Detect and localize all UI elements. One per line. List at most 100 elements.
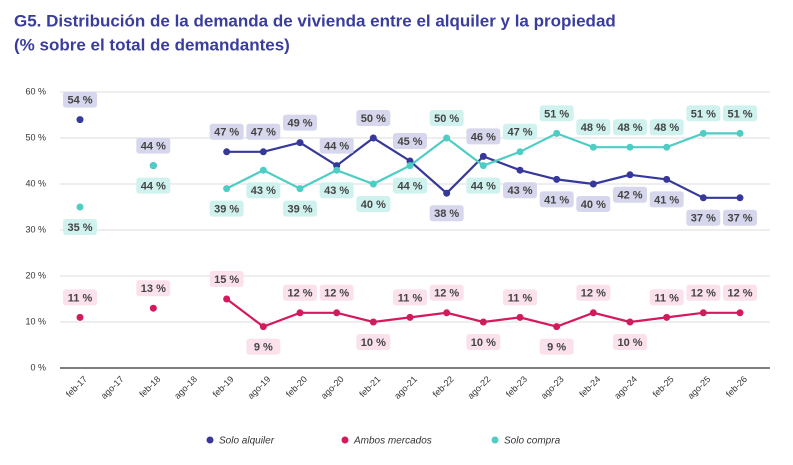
- label-box: [466, 128, 501, 145]
- label-box: [63, 289, 97, 306]
- point: [663, 143, 671, 151]
- point: [223, 148, 231, 156]
- data-label: 48 %: [654, 122, 679, 134]
- point: [626, 318, 634, 326]
- x-tick-label: feb-22: [431, 374, 456, 399]
- data-label: 44 %: [141, 141, 166, 153]
- x-tick-label: feb-24: [577, 374, 602, 399]
- label-box: [686, 284, 721, 301]
- label-box: [723, 209, 757, 226]
- x-tick-label: feb-20: [284, 374, 309, 399]
- label-box: [136, 280, 171, 297]
- data-label: 12 %: [287, 288, 312, 300]
- point: [259, 166, 267, 174]
- label-box: [393, 289, 427, 306]
- legend-label: Ambos mercados: [353, 436, 432, 447]
- data-label: 10 %: [471, 337, 496, 349]
- data-label: 47 %: [507, 127, 532, 139]
- label-box: [429, 284, 464, 301]
- point: [626, 171, 634, 179]
- label-box: [503, 123, 537, 140]
- point: [589, 180, 597, 188]
- point: [333, 309, 341, 317]
- data-label: 47 %: [214, 127, 239, 139]
- label-box: [356, 334, 391, 350]
- data-label: 40 %: [361, 199, 386, 211]
- label-box: [356, 196, 391, 212]
- label-box: [503, 289, 537, 306]
- data-label: 49 %: [287, 118, 312, 130]
- point: [149, 162, 157, 170]
- point: [479, 318, 487, 326]
- data-label: 44 %: [141, 181, 166, 193]
- point: [406, 162, 414, 170]
- point: [369, 180, 377, 188]
- y-tick-label: 20 %: [25, 270, 46, 280]
- x-tick-label: feb-21: [357, 374, 382, 399]
- data-label: 37 %: [727, 213, 752, 225]
- x-tick-label: feb-17: [64, 374, 89, 399]
- label-box: [283, 200, 317, 217]
- point: [626, 143, 634, 151]
- x-tick-label: ago-19: [246, 374, 273, 401]
- label-box: [503, 182, 537, 199]
- data-label: 42 %: [617, 190, 642, 202]
- label-box: [723, 284, 757, 301]
- label-box: [649, 191, 684, 208]
- data-label: 47 %: [251, 127, 276, 139]
- x-tick-label: feb-19: [211, 374, 236, 399]
- data-label: 11 %: [508, 292, 533, 304]
- y-tick-label: 60 %: [25, 86, 46, 96]
- x-tick-label: feb-26: [724, 374, 749, 399]
- point: [516, 148, 524, 156]
- data-label: 51 %: [544, 108, 569, 120]
- label-box: [209, 123, 244, 140]
- y-tick-label: 10 %: [25, 316, 46, 326]
- label-box: [649, 119, 684, 136]
- label-box: [539, 338, 574, 355]
- label-box: [319, 182, 354, 199]
- label-box: [686, 209, 721, 226]
- legend-label: Solo alquiler: [219, 436, 275, 447]
- point: [76, 203, 84, 211]
- point: [553, 129, 561, 137]
- x-tick-label: feb-18: [137, 374, 162, 399]
- point: [663, 313, 671, 321]
- label-box: [429, 205, 464, 222]
- legend-marker: [206, 436, 214, 444]
- label-box: [136, 137, 171, 154]
- label-box: [319, 137, 354, 154]
- x-tick-label: ago-25: [686, 374, 713, 401]
- point: [296, 185, 304, 193]
- point: [699, 129, 707, 137]
- legend-label: Solo compra: [504, 436, 561, 447]
- data-label: 44 %: [324, 141, 349, 153]
- data-label: 35 %: [67, 222, 92, 234]
- label-box: [63, 219, 97, 235]
- point: [223, 185, 231, 193]
- point: [296, 139, 304, 147]
- data-label: 11 %: [654, 292, 679, 304]
- label-box: [539, 105, 574, 122]
- label-box: [576, 119, 611, 136]
- label-box: [466, 334, 501, 350]
- data-label: 43 %: [324, 185, 349, 197]
- data-label: 9 %: [254, 342, 273, 354]
- data-label: 12 %: [324, 288, 349, 300]
- data-label: 45 %: [397, 136, 422, 148]
- data-label: 40 %: [581, 199, 606, 211]
- data-label: 51 %: [727, 108, 752, 120]
- point: [516, 313, 524, 321]
- data-label: 12 %: [581, 288, 606, 300]
- data-label: 44 %: [397, 181, 422, 193]
- data-label: 48 %: [581, 122, 606, 134]
- point: [333, 166, 341, 174]
- label-box: [466, 177, 501, 194]
- point: [76, 313, 84, 321]
- point: [736, 129, 744, 137]
- label-box: [723, 105, 757, 122]
- x-tick-label: ago-22: [466, 374, 493, 401]
- label-box: [246, 123, 281, 140]
- label-box: [686, 105, 721, 122]
